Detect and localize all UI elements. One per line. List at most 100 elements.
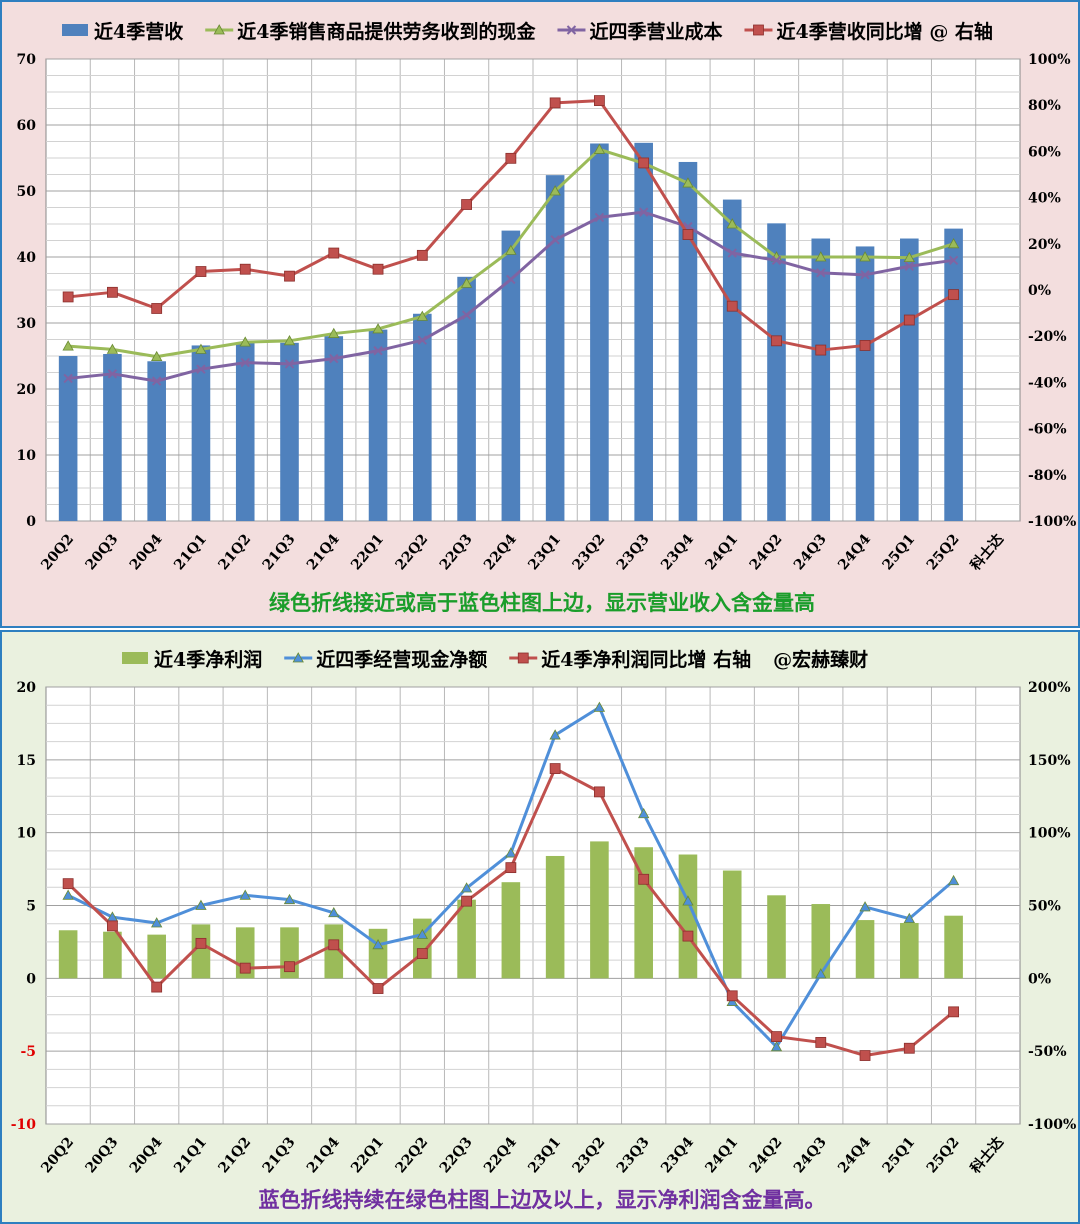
data-point-23Q4	[682, 177, 694, 188]
bar-21Q3	[280, 342, 299, 521]
x-axis-tick-label: 24Q1	[702, 1134, 741, 1176]
bar-20Q3	[103, 931, 122, 979]
data-point-21Q1	[195, 899, 207, 910]
data-point-21Q3	[284, 270, 295, 282]
bar-22Q3	[457, 276, 476, 521]
bar-25Q1	[900, 238, 919, 521]
x-axis-tick-label: 23Q4	[658, 1134, 697, 1176]
data-point-22Q4	[505, 152, 517, 164]
data-point-22Q2	[416, 948, 428, 959]
data-point-20Q2	[63, 373, 73, 384]
y2-axis-tick-label: 0%	[1028, 283, 1051, 299]
bar-23Q3	[634, 142, 653, 521]
legend-swatch	[62, 24, 88, 36]
bar-23Q1	[545, 855, 565, 979]
data-point-22Q4	[506, 274, 516, 285]
data-point-21Q2	[239, 962, 251, 974]
profit-chart: -10 -5 0 5 10 15 20 -100% -50% 0% 50% 100% 150% 200% 2…	[11, 648, 1077, 1177]
profit-chart-annotation: 蓝色折线持续在绿色柱图上边及以上，显示净利润含金量高。	[258, 1187, 826, 1212]
bar-21Q4	[324, 924, 344, 979]
x-axis-tick-label: 25Q2	[924, 531, 963, 573]
data-point-20Q2	[62, 291, 74, 303]
data-point-24Q4	[860, 270, 870, 280]
data-point-23Q3	[638, 207, 649, 217]
y-axis-tick-label: -5	[20, 1044, 36, 1060]
y-axis-tick-label: 70	[17, 52, 37, 68]
data-point-25Q2	[948, 289, 959, 301]
x-axis-tick-label: 24Q4	[835, 531, 874, 573]
data-point-25Q1	[903, 314, 915, 326]
y2-axis-tick-label: -100%	[1028, 1117, 1076, 1133]
data-point-24Q3	[815, 968, 827, 979]
y2-axis-tick-label: 50%	[1028, 899, 1061, 915]
data-point-23Q4	[682, 895, 694, 906]
x-axis-tick-label: 23Q1	[525, 1134, 564, 1176]
x-axis-tick-label: 25Q2	[924, 1134, 963, 1176]
x-axis-tick-label: 科士达	[967, 531, 1007, 574]
y2-axis-tick-label: 40%	[1028, 191, 1061, 207]
bar-20Q4	[147, 361, 166, 521]
data-point-21Q1	[195, 937, 207, 949]
data-point-21Q1	[195, 343, 207, 354]
y2-axis-tick-label: -100%	[1028, 514, 1076, 530]
x-axis-tick-label: 21Q2	[215, 1134, 254, 1176]
data-point-25Q1	[903, 912, 915, 924]
x-axis-tick-label: 23Q1	[525, 531, 564, 573]
x-axis-tick-label: 22Q4	[481, 1134, 520, 1176]
data-point-22Q3	[461, 895, 472, 907]
x-axis-tick-label: 25Q1	[880, 531, 919, 573]
legend-item-0: 近4季净利润	[122, 648, 262, 671]
legend-marker	[292, 652, 304, 663]
legend-label: 近4季净利润	[154, 648, 262, 671]
data-point-24Q1	[726, 218, 738, 229]
legend-label: 近4季销售商品提供劳务收到的现金	[237, 20, 536, 43]
data-point-22Q2	[416, 249, 428, 261]
x-axis-tick-label: 24Q3	[791, 531, 830, 573]
bar-23Q1	[545, 175, 565, 521]
x-axis-tick-label: 25Q1	[880, 1134, 919, 1176]
x-axis-tick-label: 20Q4	[127, 1134, 166, 1176]
x-axis-tick-label: 23Q3	[614, 1134, 653, 1176]
legend-label: 近四季经营现金净额	[316, 648, 487, 671]
bar-20Q3	[103, 354, 122, 521]
data-point-23Q1	[550, 235, 560, 245]
bar-23Q4	[678, 854, 698, 979]
data-point-20Q4	[151, 303, 163, 314]
legend-label: 近4季净利润同比增 右轴	[541, 648, 751, 671]
x-axis-tick-label: 20Q3	[83, 531, 122, 573]
data-point-23Q2	[594, 95, 605, 106]
x-axis-tick-label: 22Q1	[348, 531, 387, 573]
bar-21Q1	[191, 345, 211, 521]
y-axis-tick-label: -10	[11, 1117, 37, 1133]
y-axis-tick-label: 60	[17, 118, 37, 134]
x-axis-tick-label: 22Q1	[348, 1134, 387, 1176]
data-point-20Q4	[151, 350, 163, 362]
x-axis-tick-label: 科士达	[967, 1134, 1007, 1177]
data-point-21Q4	[328, 327, 340, 338]
data-point-21Q4	[328, 906, 340, 918]
y-axis-tick-label: 5	[26, 899, 36, 915]
legend-label: 近4季营收同比增 @ 右轴	[776, 20, 992, 43]
y2-axis-tick-label: 200%	[1028, 680, 1071, 696]
x-axis-tick-label: 20Q3	[83, 1134, 122, 1176]
data-point-23Q2	[594, 786, 605, 798]
bar-22Q2	[413, 313, 432, 521]
data-point-21Q3	[283, 334, 296, 346]
data-point-25Q1	[903, 251, 915, 263]
bar-22Q1	[368, 329, 388, 521]
y-axis-tick-label: 10	[17, 826, 37, 842]
series-markers-2	[63, 207, 959, 386]
data-point-21Q2	[239, 889, 251, 900]
x-axis-tick-label: 22Q3	[437, 531, 476, 573]
bar-24Q1	[722, 199, 742, 521]
legend-watermark-text: @宏赫臻财	[773, 648, 868, 671]
data-point-22Q2	[416, 928, 428, 940]
bar-23Q4	[678, 161, 698, 521]
data-point-22Q2	[416, 310, 428, 321]
y2-axis-tick-label: 60%	[1028, 144, 1061, 160]
data-point-23Q3	[638, 157, 650, 169]
bar-24Q3	[811, 238, 831, 521]
data-point-20Q2	[62, 889, 74, 900]
data-point-20Q4	[151, 376, 162, 386]
data-point-24Q4	[859, 1050, 871, 1061]
